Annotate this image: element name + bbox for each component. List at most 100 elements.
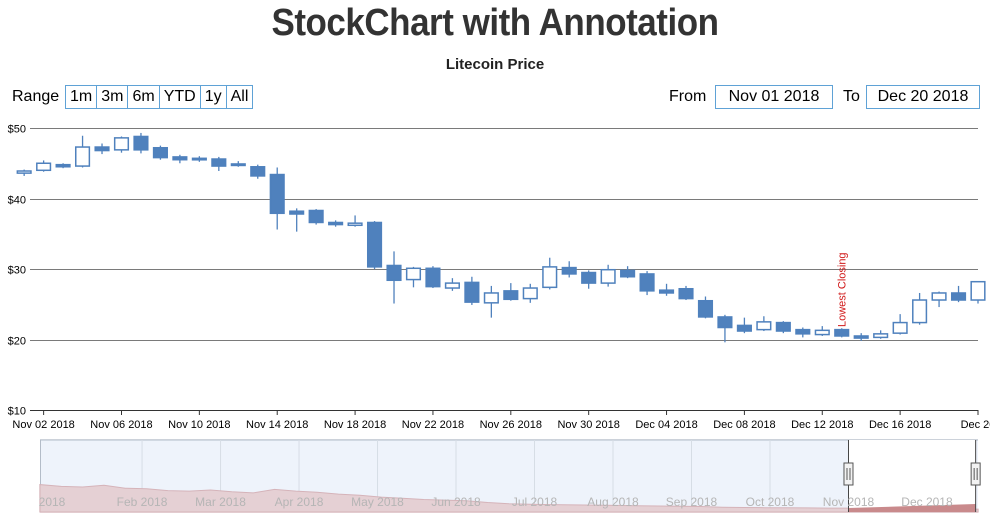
candle-body-falling bbox=[834, 328, 850, 337]
y-tick-label: $30 bbox=[8, 265, 26, 277]
candle[interactable] bbox=[269, 167, 285, 230]
candle-body-falling bbox=[639, 273, 655, 292]
y-axis: $10 $20 $30 $40 $50 bbox=[8, 124, 26, 418]
candle[interactable] bbox=[425, 266, 441, 289]
candle[interactable] bbox=[55, 163, 71, 169]
candle[interactable] bbox=[912, 292, 928, 325]
candle[interactable] bbox=[289, 208, 305, 232]
y-tick-label: $20 bbox=[8, 336, 26, 348]
navigator-label: Jul 2018 bbox=[512, 495, 558, 509]
range-button-1m[interactable]: 1m bbox=[65, 85, 98, 109]
candle[interactable] bbox=[94, 143, 110, 155]
candle[interactable] bbox=[444, 278, 460, 291]
range-button-1y[interactable]: 1y bbox=[200, 85, 227, 109]
candle[interactable] bbox=[795, 327, 811, 338]
candle[interactable] bbox=[658, 283, 675, 296]
candle-body-rising bbox=[347, 222, 363, 227]
candle[interactable] bbox=[503, 283, 519, 301]
candle[interactable] bbox=[873, 330, 889, 339]
range-button-3m[interactable]: 3m bbox=[97, 85, 129, 109]
candle-body-falling bbox=[172, 156, 188, 161]
candle-body-rising bbox=[16, 170, 32, 174]
candle-body-falling bbox=[328, 221, 344, 226]
handle-grip bbox=[843, 462, 854, 486]
range-button-6m[interactable]: 6m bbox=[128, 85, 160, 109]
candle[interactable] bbox=[250, 164, 266, 179]
candle[interactable] bbox=[152, 145, 168, 160]
candle-body-falling bbox=[366, 221, 383, 268]
candle[interactable] bbox=[133, 132, 149, 154]
candle[interactable] bbox=[814, 326, 830, 336]
candle[interactable] bbox=[581, 270, 597, 289]
candle[interactable] bbox=[172, 154, 188, 164]
from-date-input[interactable]: Nov 01 2018 bbox=[715, 85, 833, 109]
annotation: Lowest Closing bbox=[837, 252, 849, 327]
range-button-ytd[interactable]: YTD bbox=[159, 85, 201, 109]
navigator-selected-range[interactable] bbox=[847, 440, 977, 512]
candle-body-falling bbox=[269, 173, 285, 215]
to-date-input[interactable]: Dec 20 2018 bbox=[866, 85, 980, 109]
candle-body-falling bbox=[678, 287, 694, 300]
candle-body-falling bbox=[211, 158, 227, 167]
navigator-label: Mar 2018 bbox=[195, 495, 246, 509]
candle[interactable] bbox=[697, 296, 714, 319]
candle[interactable] bbox=[736, 317, 752, 334]
candle[interactable] bbox=[600, 264, 616, 287]
navigator[interactable]: 2018 Feb 2018 Mar 2018 Apr 2018 May 2018 Jun … bbox=[39, 439, 981, 513]
candle[interactable] bbox=[970, 280, 986, 304]
navigator-selected-area bbox=[848, 504, 976, 512]
candle-body-rising bbox=[912, 299, 928, 324]
candle[interactable] bbox=[950, 285, 967, 303]
candle-body-falling bbox=[386, 264, 402, 282]
candle[interactable] bbox=[522, 283, 538, 303]
candle[interactable] bbox=[211, 156, 227, 172]
candle[interactable] bbox=[347, 215, 363, 227]
x-tick-label: Dec 12 2018 bbox=[791, 419, 853, 431]
candle[interactable] bbox=[620, 266, 636, 279]
candle[interactable] bbox=[308, 209, 324, 225]
candle[interactable] bbox=[230, 161, 246, 167]
navigator-handle-right[interactable] bbox=[970, 462, 981, 486]
chart-subtitle: Litecoin Price bbox=[445, 56, 545, 73]
candle[interactable] bbox=[542, 257, 558, 290]
candle[interactable] bbox=[834, 328, 850, 338]
candle[interactable] bbox=[405, 266, 422, 288]
candle[interactable] bbox=[853, 333, 869, 341]
candle-body-rising bbox=[873, 333, 889, 339]
candle[interactable] bbox=[892, 314, 908, 335]
candle[interactable] bbox=[386, 251, 402, 304]
navigator-handle-left[interactable] bbox=[843, 462, 854, 486]
y-tick-label: $50 bbox=[8, 124, 26, 136]
x-tick-label: Nov 26 2018 bbox=[480, 419, 542, 431]
candle[interactable] bbox=[483, 285, 499, 318]
x-tick-label: Dec 16 2018 bbox=[869, 419, 931, 431]
chart-title: StockChart with Annotation bbox=[271, 2, 719, 44]
navigator-selected-bg bbox=[848, 440, 976, 512]
candle[interactable] bbox=[717, 314, 733, 343]
candle[interactable] bbox=[328, 220, 344, 227]
candle[interactable] bbox=[464, 276, 480, 305]
navigator-label: Oct 2018 bbox=[746, 495, 795, 509]
candle[interactable] bbox=[16, 169, 32, 176]
candle[interactable] bbox=[366, 221, 383, 269]
candles[interactable] bbox=[16, 132, 986, 343]
candle[interactable] bbox=[756, 316, 772, 332]
candle[interactable] bbox=[678, 285, 694, 301]
candle[interactable] bbox=[639, 271, 655, 296]
range-button-all[interactable]: All bbox=[226, 85, 254, 109]
candle[interactable] bbox=[36, 160, 52, 172]
candle-body-rising bbox=[405, 267, 422, 281]
candle[interactable] bbox=[931, 291, 947, 308]
candle[interactable] bbox=[191, 156, 207, 162]
candle-body-falling bbox=[717, 316, 733, 329]
candle-body-rising bbox=[522, 287, 538, 300]
candle[interactable] bbox=[74, 135, 91, 168]
x-tick-label: Dec 04 2018 bbox=[635, 419, 697, 431]
candle[interactable] bbox=[561, 261, 577, 278]
candle-body-falling bbox=[581, 271, 597, 284]
range-button-group: 1m 3m 6m YTD 1y All bbox=[65, 85, 254, 109]
candle-body-falling bbox=[55, 163, 71, 168]
candle[interactable] bbox=[775, 321, 791, 334]
candle[interactable] bbox=[113, 136, 130, 153]
